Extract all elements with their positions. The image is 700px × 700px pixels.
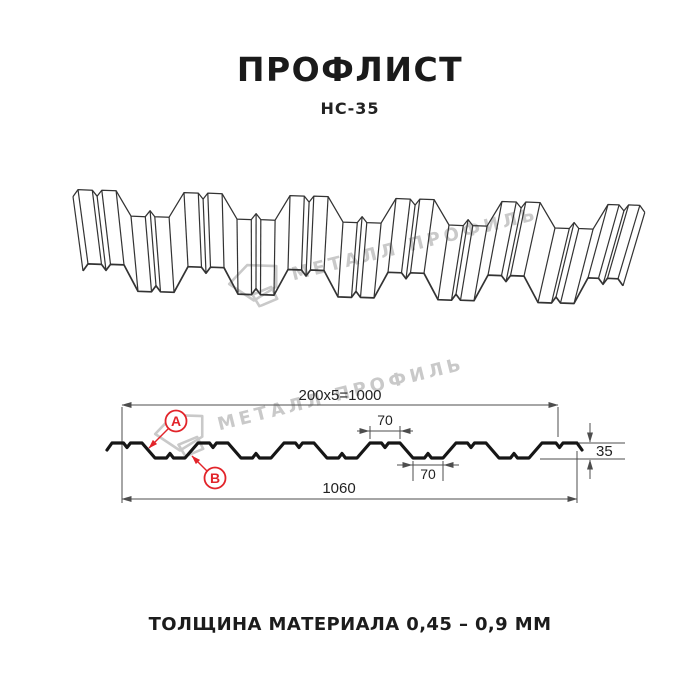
- profile-3d-drawing: [72, 188, 646, 305]
- callout-a-label: A: [171, 413, 181, 429]
- profile-3d-lines: [72, 188, 646, 305]
- dim-flange-bottom: 70: [420, 466, 436, 482]
- callout-b: B: [191, 455, 227, 490]
- profile-model-label: НС-35: [320, 99, 380, 118]
- dim-overall-width: 1060: [322, 480, 355, 497]
- cross-section-drawing: 200x5=1000 70 70 35 1060 A B: [105, 387, 625, 503]
- callout-b-label: B: [210, 470, 220, 486]
- callout-a: A: [148, 409, 188, 449]
- profile-3d-near-edge: [82, 263, 624, 305]
- dimension-lines: [121, 402, 625, 503]
- dim-flange-top: 70: [377, 412, 393, 428]
- cross-section-profile-line: [105, 441, 584, 460]
- profile-3d-far-edge: [72, 188, 646, 230]
- dim-height: 35: [596, 443, 613, 460]
- callout-b-circle: [203, 466, 227, 490]
- dim-top-total: 200x5=1000: [299, 387, 382, 404]
- page-title: ПРОФЛИСТ: [236, 50, 464, 89]
- thickness-caption: ТОЛЩИНА МАТЕРИАЛА 0,45 – 0,9 ММ: [148, 614, 552, 635]
